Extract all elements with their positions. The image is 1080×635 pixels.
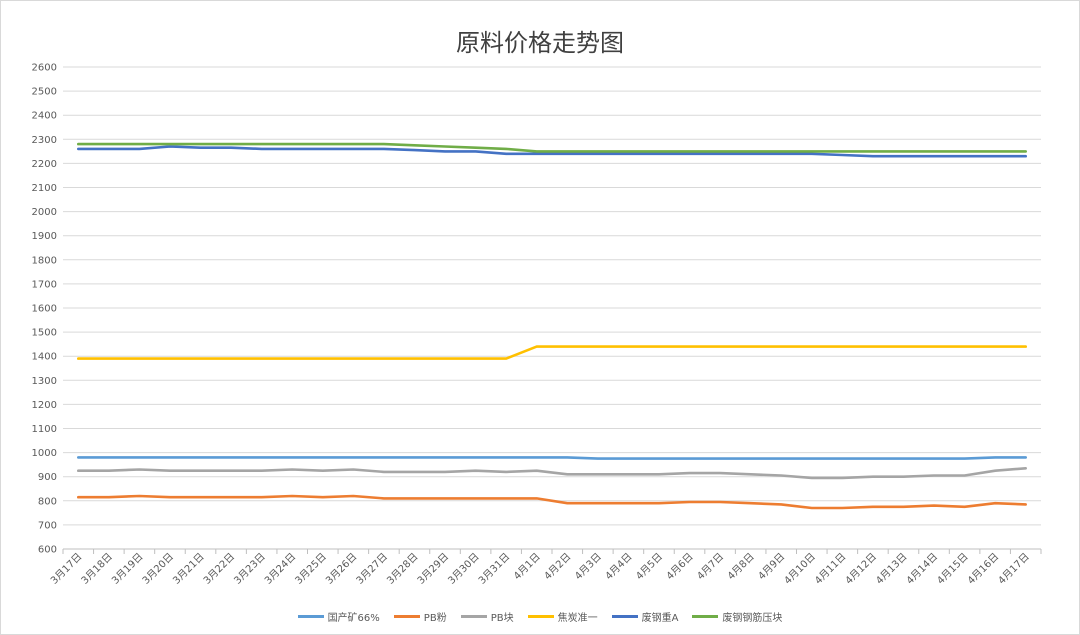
y-tick-label: 2600 [32,63,57,74]
y-tick-label: 1600 [32,304,57,315]
y-tick-label: 2300 [32,135,57,146]
legend-swatch [297,615,324,618]
y-tick-label: 1000 [32,448,57,459]
legend-swatch [393,615,420,618]
legend-item: 废钢重A [611,609,679,624]
legend-swatch [460,615,487,618]
x-tick-label: 3月21日 [171,551,207,587]
legend: 国产矿66% PB粉 PB块 焦炭准一 废钢重A 废钢钢筋压块 [1,609,1079,624]
legend-swatch [527,615,554,618]
legend-item: PB块 [460,609,514,624]
legend-item: 废钢钢筋压块 [692,609,782,624]
x-tick-label: 3月26日 [323,551,359,587]
x-tick-label: 3月22日 [201,551,237,587]
x-tick-label: 3月28日 [384,551,420,587]
x-tick-label: 4月15日 [935,551,971,587]
x-tick-label: 3月23日 [232,551,268,587]
x-tick-label: 4月14日 [904,551,940,587]
y-tick-label: 1200 [32,400,57,411]
y-tick-label: 600 [38,545,57,556]
y-tick-label: 1100 [32,424,57,435]
x-tick-label: 4月3日 [572,551,604,583]
chart-title: 原料价格走势图 [456,29,624,57]
x-tick-label: 4月13日 [873,551,909,587]
legend-swatch [611,615,638,618]
legend-swatch [692,615,719,618]
x-tick-label: 4月12日 [843,551,879,587]
x-tick-label: 3月31日 [476,551,512,587]
x-tick-label: 4月4日 [603,551,635,583]
series-line [77,142,1027,153]
legend-label: 焦炭准一 [557,613,598,624]
y-tick-label: 700 [38,520,57,531]
x-tick-label: 3月25日 [293,551,329,587]
x-tick-label: 4月17日 [996,551,1032,587]
legend-label: 国产矿66% [327,613,380,624]
legend-label: PB粉 [423,613,447,624]
legend-label: 废钢重A [641,613,679,624]
x-tick-label: 4月5日 [633,551,665,583]
series-line [77,466,1027,480]
y-tick-label: 2400 [32,111,57,122]
x-tick-label: 3月27日 [354,551,390,587]
x-tick-label: 3月18日 [79,551,115,587]
y-tick-label: 2500 [32,87,57,98]
y-tick-label: 2000 [32,207,57,218]
y-tick-label: 1500 [32,328,57,339]
x-tick-label: 4月16日 [965,551,1001,587]
y-tick-label: 2100 [32,183,57,194]
series-line [77,494,1027,510]
x-tick-label: 4月11日 [812,551,848,587]
x-tick-label: 4月1日 [511,551,543,583]
x-tick-label: 4月8日 [725,551,757,583]
y-tick-label: 800 [38,496,57,507]
legend-item: 国产矿66% [297,609,380,624]
x-tick-label: 3月19日 [109,551,145,587]
legend-item: PB粉 [393,609,447,624]
x-tick-label: 3月20日 [140,551,176,587]
x-tick-label: 3月30日 [446,551,482,587]
y-tick-label: 1300 [32,376,57,387]
legend-label: PB块 [490,613,514,624]
legend-item: 焦炭准一 [527,609,598,624]
y-tick-label: 2200 [32,159,57,170]
y-tick-label: 1700 [32,279,57,290]
x-tick-label: 4月7日 [695,551,727,583]
x-tick-label: 4月10日 [782,551,818,587]
series-line [77,345,1027,360]
x-tick-label: 4月6日 [664,551,696,583]
y-tick-label: 900 [38,472,57,483]
y-tick-label: 1800 [32,255,57,266]
series-line [77,456,1027,460]
legend-label: 废钢钢筋压块 [722,613,783,624]
x-tick-label: 3月17日 [48,551,84,587]
y-tick-label: 1900 [32,231,57,242]
x-tick-label: 3月29日 [415,551,451,587]
x-tick-label: 3月24日 [262,551,298,587]
x-tick-label: 4月2日 [542,551,574,583]
series-line [77,145,1027,158]
y-tick-label: 1400 [32,352,57,363]
